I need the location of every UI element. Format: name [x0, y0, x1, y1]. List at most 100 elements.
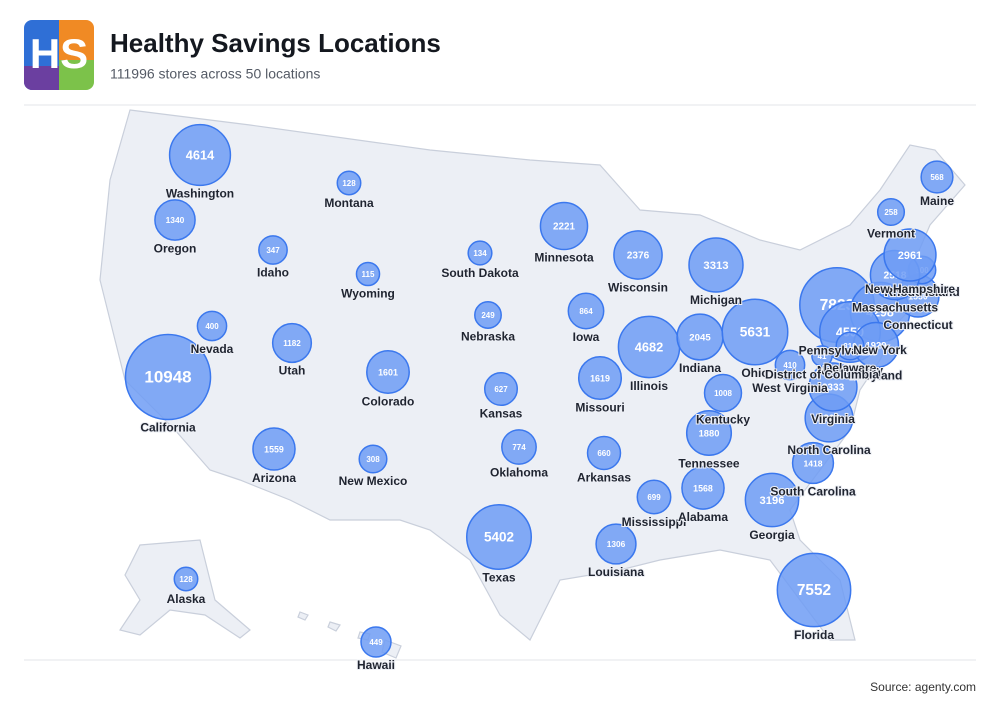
store-count: 699 [647, 493, 661, 502]
store-count: 1929 [866, 341, 887, 352]
store-count: 1880 [699, 428, 720, 438]
store-bubble [539, 201, 589, 251]
store-count: 3313 [703, 260, 728, 272]
store-count: 3196 [760, 495, 785, 507]
store-count: 128 [179, 575, 193, 584]
location-name: Iowa [573, 330, 600, 344]
location-name: Maryland [850, 369, 903, 383]
store-count: 41 [818, 352, 827, 361]
store-bubble [776, 552, 852, 628]
store-bubble [744, 472, 800, 528]
location-name: District of Columbia [765, 367, 879, 381]
store-count: 1568 [693, 483, 713, 493]
store-bubble [173, 566, 199, 592]
store-count: 249 [481, 311, 495, 320]
store-count: 4614 [186, 147, 215, 162]
location-name: Missouri [575, 400, 624, 414]
location-name: Tennessee [678, 456, 739, 470]
location-name: Alabama [678, 510, 728, 524]
store-count: 627 [494, 385, 508, 394]
location-name: Minnesota [534, 251, 594, 265]
store-count: 5631 [740, 325, 771, 340]
store-count: 449 [369, 638, 383, 647]
location-name: Oregon [154, 241, 197, 255]
store-bubble [355, 261, 381, 287]
location-name: New Jersey [817, 363, 883, 377]
store-bubble [636, 479, 672, 515]
store-count: 308 [366, 455, 380, 464]
location-name: Wyoming [341, 287, 395, 301]
store-bubble [577, 355, 623, 401]
store-count: 1559 [264, 444, 284, 454]
location-name: Oklahoma [490, 465, 548, 479]
location-name: Hawaii [357, 658, 395, 672]
location-name: Arizona [252, 471, 296, 485]
location-name: Kansas [480, 406, 523, 420]
store-count: 2045 [689, 333, 711, 344]
store-bubble [791, 441, 835, 485]
logo: HS [24, 20, 94, 90]
store-count: 2376 [627, 251, 650, 262]
store-bubble [483, 371, 519, 407]
location-name: Kentucky [696, 413, 750, 427]
location-name: Utah [279, 364, 306, 378]
store-bubble [271, 322, 313, 364]
store-count: 410 [783, 361, 797, 370]
store-bubble [358, 444, 388, 474]
location-name: Alaska [167, 592, 206, 606]
location-name: Rhode Island [884, 285, 959, 299]
store-bubble [586, 435, 622, 471]
location-name: Georgia [749, 528, 795, 542]
store-count: 1306 [607, 539, 626, 549]
store-bubble [465, 503, 533, 571]
store-bubble [808, 362, 858, 412]
location-name: New Mexico [339, 474, 408, 488]
location-name: Florida [794, 628, 834, 642]
store-bubble [474, 301, 502, 329]
location-name: Ohio [741, 366, 768, 380]
location-name: Michigan [690, 293, 742, 307]
location-name: Nevada [191, 342, 234, 356]
store-count: 347 [266, 246, 280, 255]
store-bubble [595, 523, 637, 565]
store-count: 134 [473, 249, 487, 258]
store-bubble [258, 235, 288, 265]
hawaii [297, 611, 402, 659]
store-count: 2961 [898, 250, 922, 262]
store-bubble [721, 298, 789, 366]
store-count: 2333 [822, 383, 845, 394]
location-name: Montana [324, 196, 374, 210]
location-name: Illinois [630, 379, 668, 393]
location-name: Louisiana [588, 565, 644, 579]
store-bubble [774, 349, 806, 381]
location-name: Washington [166, 187, 234, 201]
store-bubble [883, 228, 937, 282]
store-bubble [811, 345, 833, 367]
location-name: Nebraska [461, 329, 515, 343]
location-name: North Carolina [787, 443, 871, 457]
location-name: West Virginia [752, 381, 828, 395]
location-name: Delaware [824, 361, 877, 375]
store-count: 1182 [283, 339, 301, 348]
store-count: 1619 [590, 373, 610, 383]
store-bubble [613, 230, 663, 280]
location-name: Maine [920, 194, 954, 208]
store-bubble [703, 373, 743, 413]
location-name: Vermont [867, 226, 915, 240]
store-bubble [366, 350, 410, 394]
store-count: 1601 [378, 367, 398, 377]
store-count: 310 [843, 342, 857, 351]
source: Source: agenty.com [870, 680, 976, 694]
location-name: Arkansas [577, 471, 631, 485]
store-bubble [196, 310, 228, 342]
location-name: Pennsylvania [799, 343, 876, 357]
store-bubble [501, 429, 537, 465]
store-bubble [685, 409, 733, 457]
store-bubble [876, 197, 906, 227]
store-bubble [567, 292, 605, 330]
location-name: Connecticut [883, 318, 952, 332]
store-count: 258 [884, 208, 898, 217]
location-name: Colorado [362, 394, 415, 408]
store-count: 864 [579, 307, 593, 316]
location-name: Wisconsin [608, 280, 668, 294]
